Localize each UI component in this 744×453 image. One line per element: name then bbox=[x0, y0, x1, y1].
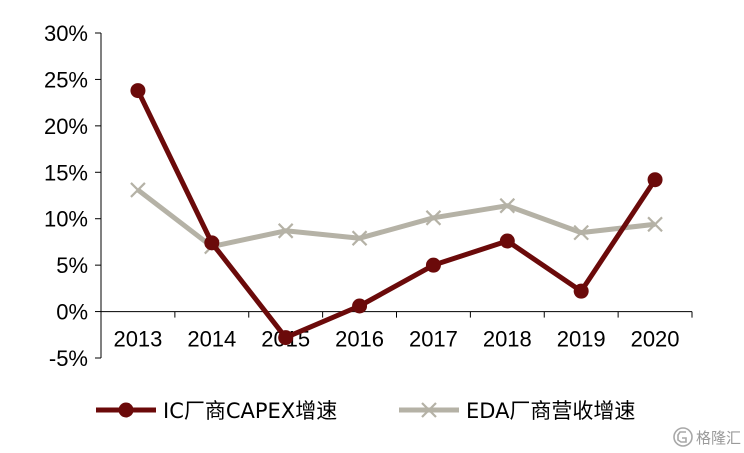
y-tick-label: 10% bbox=[44, 207, 88, 232]
data-point bbox=[425, 210, 442, 226]
data-point bbox=[130, 182, 146, 198]
series-2 bbox=[130, 182, 663, 255]
series-layer bbox=[130, 83, 663, 346]
x-axis: 20132014201520162017201820192020 bbox=[100, 311, 693, 352]
data-point bbox=[277, 223, 294, 239]
data-point bbox=[425, 257, 441, 273]
y-axis: -5% 0% 5% 10% 15% 20% 25% 30% bbox=[44, 21, 102, 371]
series-line bbox=[136, 187, 656, 250]
legend-item-2: EDA厂商营收增速 bbox=[399, 399, 635, 423]
legend-item-1: IC厂商CAPEX增速 bbox=[96, 399, 337, 423]
data-point bbox=[351, 230, 368, 246]
y-tick-label: 25% bbox=[44, 67, 88, 92]
series-1 bbox=[130, 83, 663, 346]
series-line bbox=[135, 89, 658, 341]
data-point bbox=[352, 298, 368, 314]
legend-label: IC厂商CAPEX增速 bbox=[163, 399, 337, 423]
x-tick-label: 2013 bbox=[113, 327, 162, 352]
legend: IC厂商CAPEX增速 EDA厂商营收增速 bbox=[96, 399, 635, 423]
legend-label: EDA厂商营收增速 bbox=[466, 399, 635, 423]
x-tick-label: 2017 bbox=[409, 327, 458, 352]
y-tick-label: 15% bbox=[44, 160, 88, 185]
data-point bbox=[499, 197, 516, 214]
watermark: 格隆汇 bbox=[673, 427, 741, 447]
x-tick-label: 2020 bbox=[631, 327, 680, 352]
x-tick-label: 2014 bbox=[187, 327, 236, 352]
data-point bbox=[499, 233, 515, 249]
data-point bbox=[278, 330, 294, 346]
gelonghui-logo-icon bbox=[673, 427, 693, 447]
y-tick-label: 30% bbox=[44, 21, 88, 46]
y-tick-label: -5% bbox=[49, 346, 88, 371]
data-point bbox=[647, 172, 663, 188]
y-tick-label: 0% bbox=[56, 300, 88, 325]
x-tick-label: 2019 bbox=[557, 327, 606, 352]
legend-marker bbox=[118, 402, 134, 418]
x-tick-label: 2018 bbox=[483, 327, 532, 352]
data-point bbox=[573, 224, 589, 241]
y-tick-label: 20% bbox=[44, 114, 88, 139]
data-point bbox=[204, 235, 220, 251]
watermark-text: 格隆汇 bbox=[696, 429, 741, 447]
data-point bbox=[130, 83, 146, 99]
x-tick-label: 2016 bbox=[335, 327, 384, 352]
data-point bbox=[573, 283, 589, 299]
data-point bbox=[647, 216, 663, 233]
legend-marker bbox=[421, 402, 437, 418]
y-tick-label: 5% bbox=[56, 253, 88, 278]
